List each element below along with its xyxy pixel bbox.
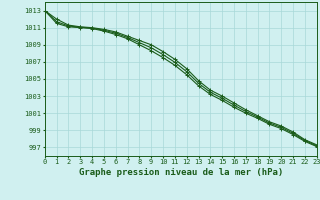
X-axis label: Graphe pression niveau de la mer (hPa): Graphe pression niveau de la mer (hPa) (79, 168, 283, 177)
